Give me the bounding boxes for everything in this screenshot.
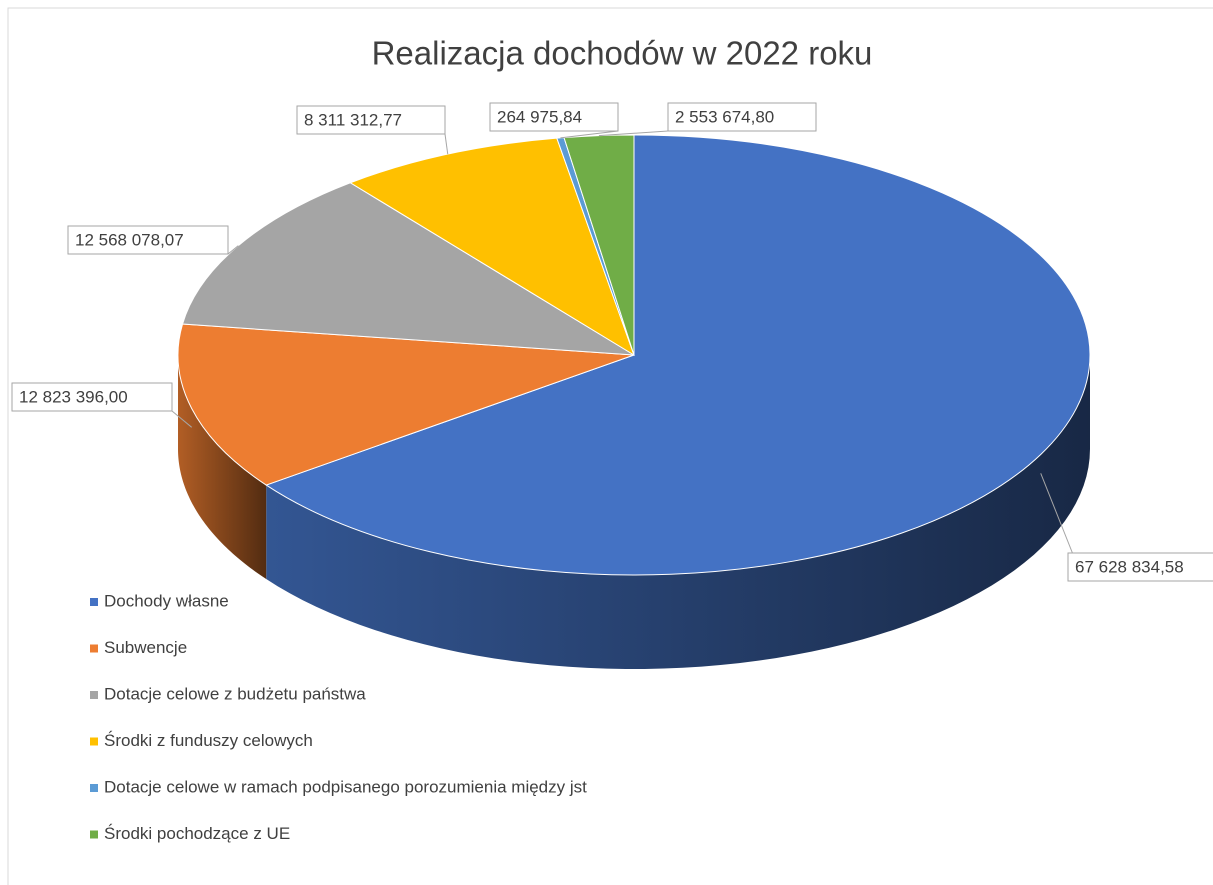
slice-side bbox=[266, 355, 1090, 669]
data-label: 264 975,84 bbox=[497, 107, 582, 126]
legend-swatch bbox=[90, 830, 98, 839]
legend-swatch bbox=[90, 598, 98, 606]
data-label-box bbox=[1067, 552, 1213, 582]
data-label-box bbox=[667, 102, 817, 132]
leader-line bbox=[171, 410, 193, 428]
pie-slice bbox=[349, 137, 635, 357]
leader-line bbox=[598, 130, 669, 137]
legend-label: Dotacje celowe z budżetu państwa bbox=[104, 684, 366, 703]
legend-swatch bbox=[90, 644, 98, 653]
leader-line bbox=[560, 130, 619, 139]
data-label: 8 311 312,77 bbox=[304, 110, 402, 129]
legend-swatch bbox=[90, 737, 98, 746]
pie-slice bbox=[181, 182, 635, 356]
data-label: 67 628 834,58 bbox=[1075, 557, 1184, 576]
data-label: 12 823 396,00 bbox=[19, 387, 128, 406]
legend-label: Środki pochodzące z UE bbox=[104, 824, 290, 843]
legend-swatch bbox=[90, 691, 98, 699]
legend-swatch bbox=[90, 784, 98, 792]
pie-slice bbox=[265, 134, 1091, 576]
legend-label: Środki z funduszy celowych bbox=[104, 731, 313, 750]
data-label-box bbox=[11, 382, 173, 412]
data-label-box bbox=[67, 225, 229, 255]
pie-slice bbox=[177, 323, 635, 486]
leader-line bbox=[444, 133, 449, 155]
data-label-box bbox=[296, 105, 446, 135]
slice-side bbox=[178, 355, 267, 580]
legend-label: Dochody własne bbox=[104, 591, 229, 610]
data-label-box bbox=[489, 102, 619, 132]
legend-label: Subwencje bbox=[104, 638, 187, 657]
chart-title: Realizacja dochodów w 2022 roku bbox=[372, 35, 873, 72]
data-label: 12 568 078,07 bbox=[75, 230, 184, 249]
leader-line bbox=[227, 245, 239, 255]
data-label: 2 553 674,80 bbox=[675, 107, 774, 126]
legend-label: Dotacje celowe w ramach podpisanego poro… bbox=[104, 777, 587, 796]
